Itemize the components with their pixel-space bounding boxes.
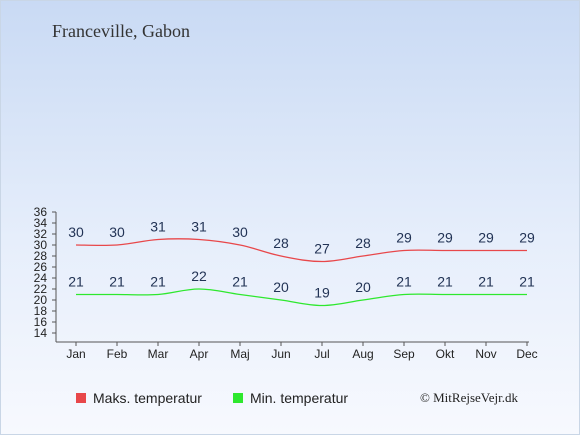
- data-label-max: 27: [314, 241, 330, 257]
- data-label-max: 28: [355, 235, 371, 251]
- data-label-max: 29: [396, 230, 412, 246]
- x-tick-label: Dec: [516, 347, 537, 361]
- copyright-notice: © MitRejseVejr.dk: [420, 390, 518, 405]
- y-tick-label: 18: [34, 304, 48, 318]
- data-label-max: 29: [519, 230, 535, 246]
- data-label-min: 19: [314, 285, 330, 301]
- series-line-min: [76, 288, 527, 307]
- data-label-max: 30: [109, 224, 125, 240]
- x-tick-label: Nov: [475, 347, 496, 361]
- data-label-max: 30: [232, 224, 248, 240]
- y-tick-label: 32: [34, 227, 48, 241]
- data-label-min: 21: [437, 274, 453, 290]
- data-label-min: 22: [191, 268, 207, 284]
- data-label-min: 21: [519, 274, 535, 290]
- location-title: Franceville, Gabon: [52, 21, 190, 41]
- data-label-min: 21: [232, 274, 248, 290]
- y-tick-label: 16: [34, 315, 48, 329]
- x-tick-label: Jun: [271, 347, 290, 361]
- data-label-max: 31: [191, 219, 207, 235]
- x-tick-label: Aug: [352, 347, 373, 361]
- legend-label-min: Min. temperatur: [250, 390, 349, 406]
- legend-item-max: Maks. temperatur: [76, 390, 202, 406]
- series-line-max: [75, 238, 527, 263]
- data-label-min: 21: [150, 274, 166, 290]
- legend-label-max: Maks. temperatur: [93, 390, 202, 406]
- x-tick-label: Apr: [190, 347, 209, 361]
- data-label-min: 21: [109, 274, 125, 290]
- data-label-max: 29: [478, 230, 494, 246]
- data-label-max: 31: [150, 219, 166, 235]
- y-tick-label: 36: [34, 205, 48, 219]
- data-label-max: 28: [273, 235, 289, 251]
- legend-swatch-max: [76, 393, 86, 403]
- x-tick-label: Jan: [66, 347, 85, 361]
- data-label-min: 20: [273, 279, 289, 295]
- y-tick-label: 30: [34, 238, 48, 252]
- x-tick-label: Feb: [107, 347, 128, 361]
- y-tick-label: 14: [34, 326, 48, 340]
- legend-swatch-min: [233, 393, 243, 403]
- data-label-min: 21: [478, 274, 494, 290]
- x-tick-label: Sep: [393, 347, 415, 361]
- data-label-min: 21: [68, 274, 84, 290]
- x-tick-label: Okt: [436, 347, 455, 361]
- data-label-min: 20: [355, 279, 371, 295]
- y-tick-label: 34: [34, 216, 48, 230]
- legend-item-min: Min. temperatur: [233, 390, 348, 406]
- y-tick-label: 28: [34, 249, 48, 263]
- x-tick-label: Mar: [148, 347, 169, 361]
- y-tick-label: 22: [34, 282, 48, 296]
- x-tick-label: Maj: [230, 347, 249, 361]
- data-label-min: 21: [396, 274, 412, 290]
- data-label-max: 30: [68, 224, 84, 240]
- y-tick-label: 24: [34, 271, 48, 285]
- y-tick-label: 20: [34, 293, 48, 307]
- x-tick-label: Jul: [314, 347, 329, 361]
- data-label-max: 29: [437, 230, 453, 246]
- y-tick-label: 26: [34, 260, 48, 274]
